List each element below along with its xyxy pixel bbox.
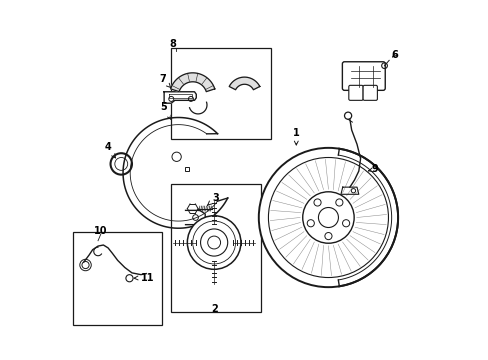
FancyBboxPatch shape bbox=[363, 85, 377, 100]
Text: 5: 5 bbox=[161, 102, 171, 120]
Circle shape bbox=[342, 220, 349, 227]
Text: 10: 10 bbox=[94, 226, 107, 236]
Text: 11: 11 bbox=[134, 273, 154, 283]
Text: 7: 7 bbox=[159, 74, 170, 87]
Polygon shape bbox=[164, 92, 196, 103]
Text: 4: 4 bbox=[104, 142, 115, 158]
Text: 9: 9 bbox=[368, 164, 378, 174]
Polygon shape bbox=[229, 77, 259, 90]
Text: 2: 2 bbox=[210, 304, 217, 314]
Bar bbox=[171, 184, 260, 312]
Circle shape bbox=[187, 216, 241, 269]
Circle shape bbox=[335, 199, 342, 206]
FancyBboxPatch shape bbox=[342, 62, 385, 90]
Bar bbox=[185, 167, 189, 171]
Circle shape bbox=[313, 199, 321, 206]
FancyBboxPatch shape bbox=[348, 85, 363, 100]
Bar bbox=[73, 232, 162, 325]
Circle shape bbox=[207, 236, 220, 249]
Circle shape bbox=[200, 229, 227, 256]
Circle shape bbox=[318, 207, 338, 228]
Circle shape bbox=[324, 233, 331, 240]
Text: 8: 8 bbox=[169, 39, 176, 49]
Text: 1: 1 bbox=[292, 128, 299, 145]
Circle shape bbox=[125, 275, 133, 282]
Circle shape bbox=[306, 220, 314, 227]
Polygon shape bbox=[170, 73, 214, 92]
Text: 6: 6 bbox=[390, 50, 397, 60]
Text: 3: 3 bbox=[207, 193, 219, 205]
Bar bbox=[171, 48, 271, 139]
Circle shape bbox=[258, 148, 397, 287]
Circle shape bbox=[302, 192, 353, 243]
